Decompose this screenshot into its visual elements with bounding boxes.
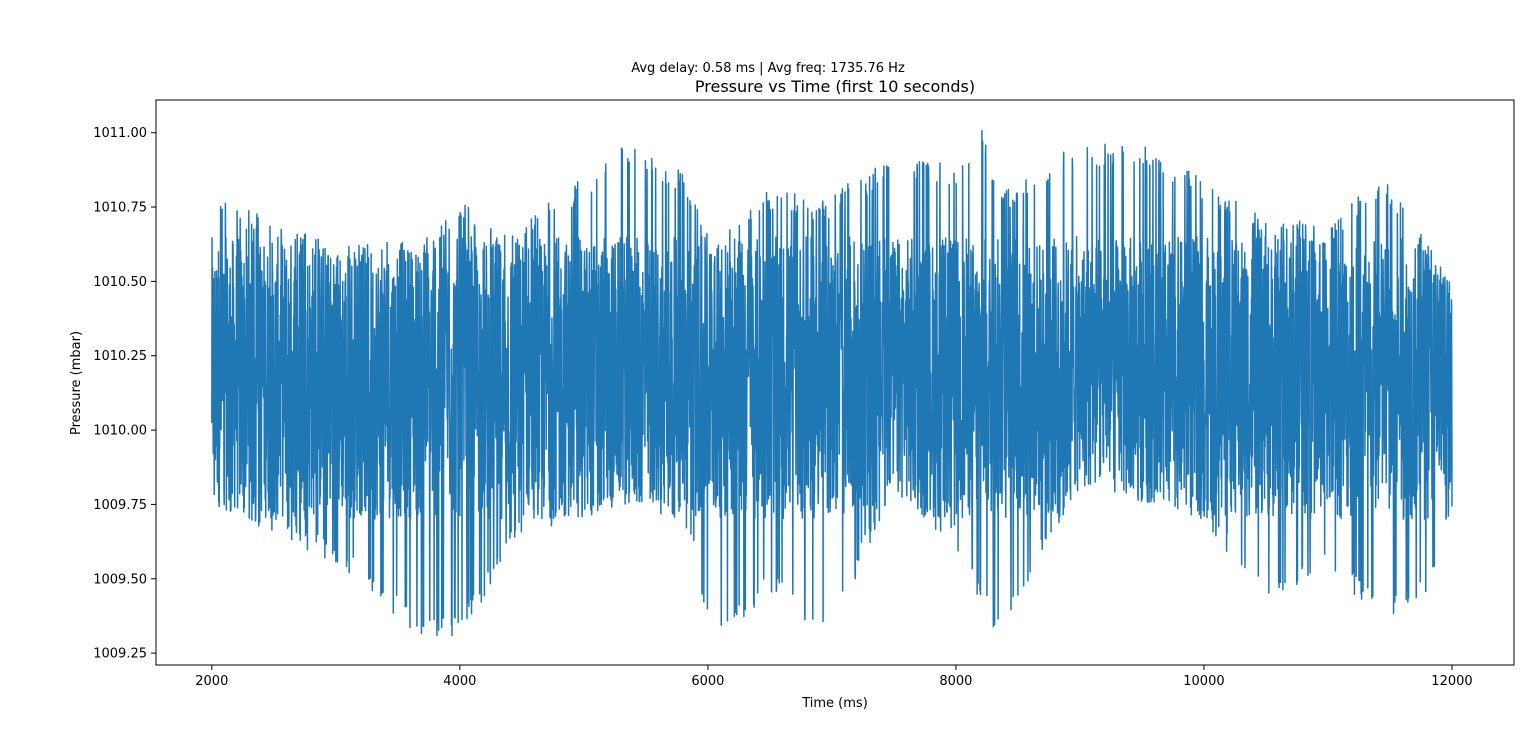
y-tick-label: 1010.00 <box>93 424 147 439</box>
x-axis: 2000 4000 6000 8000 10000 12000 <box>195 665 1473 689</box>
x-tick-label: 12000 <box>1431 674 1472 689</box>
y-tick-label: 1010.25 <box>93 349 147 364</box>
y-axis-label: Pressure (mbar) <box>69 331 84 435</box>
y-tick-label: 1009.25 <box>93 647 147 662</box>
plot-area <box>211 130 1453 637</box>
x-tick-label: 10000 <box>1183 674 1224 689</box>
x-tick-label: 4000 <box>443 674 476 689</box>
y-axis: 1009.25 1009.50 1009.75 1010.00 1010.25 1010.… <box>93 126 156 662</box>
y-tick-label: 1011.00 <box>93 126 147 141</box>
x-tick-label: 2000 <box>195 674 228 689</box>
y-tick-label: 1009.50 <box>93 572 147 587</box>
x-tick-label: 6000 <box>691 674 724 689</box>
y-tick-label: 1010.50 <box>93 275 147 290</box>
series-layer <box>211 130 1453 637</box>
x-tick-label: 8000 <box>939 674 972 689</box>
series-line-pressure <box>211 130 1453 637</box>
chart-title: Pressure vs Time (first 10 seconds) <box>695 77 975 96</box>
plot-frame <box>155 99 1515 666</box>
x-axis-label: Time (ms) <box>801 696 868 711</box>
y-tick-label: 1009.75 <box>93 498 147 513</box>
chart-suptitle: Avg delay: 0.58 ms | Avg freq: 1735.76 H… <box>631 61 905 76</box>
y-tick-label: 1010.75 <box>93 201 147 216</box>
